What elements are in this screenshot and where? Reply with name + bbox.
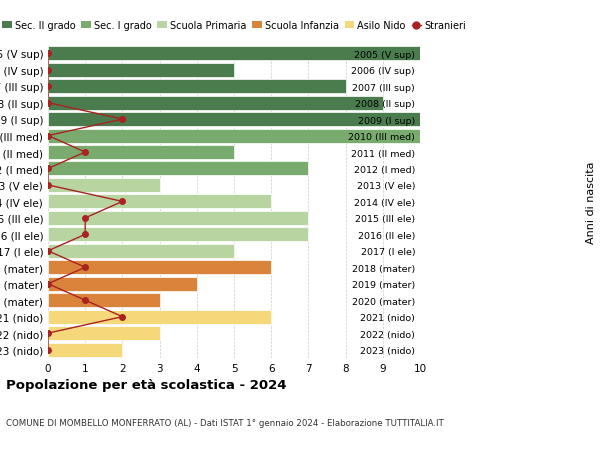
Text: Popolazione per età scolastica - 2024: Popolazione per età scolastica - 2024 <box>6 379 287 392</box>
Bar <box>48 310 271 324</box>
Bar <box>48 113 420 127</box>
Text: Anni di nascita: Anni di nascita <box>586 161 596 243</box>
Bar <box>48 179 160 192</box>
Bar <box>48 228 308 242</box>
Bar <box>48 294 160 308</box>
Bar <box>48 261 271 274</box>
Bar <box>48 277 197 291</box>
Bar <box>48 146 234 160</box>
Bar <box>48 343 122 357</box>
Bar <box>48 129 420 143</box>
Legend: Sec. II grado, Sec. I grado, Scuola Primaria, Scuola Infanzia, Asilo Nido, Stran: Sec. II grado, Sec. I grado, Scuola Prim… <box>0 17 470 35</box>
Bar <box>48 47 420 61</box>
Bar <box>48 212 308 225</box>
Bar <box>48 63 234 78</box>
Bar <box>48 244 234 258</box>
Bar <box>48 326 160 341</box>
Bar <box>48 80 346 94</box>
Bar <box>48 162 308 176</box>
Bar <box>48 195 271 209</box>
Text: COMUNE DI MOMBELLO MONFERRATO (AL) - Dati ISTAT 1° gennaio 2024 - Elaborazione T: COMUNE DI MOMBELLO MONFERRATO (AL) - Dat… <box>6 418 444 427</box>
Bar <box>48 96 383 110</box>
